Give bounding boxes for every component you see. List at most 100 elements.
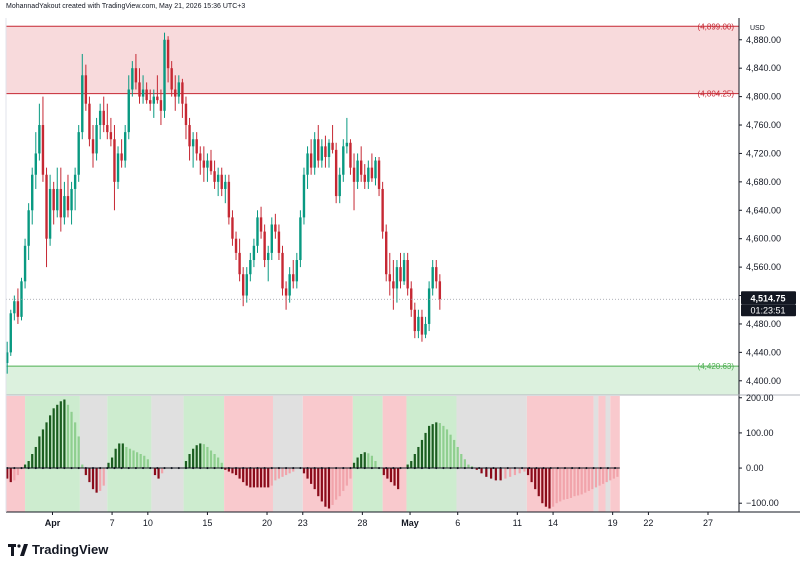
candle-body bbox=[59, 188, 63, 218]
candle bbox=[288, 267, 291, 303]
zero-marker bbox=[549, 466, 552, 470]
candle-body bbox=[120, 153, 123, 161]
histogram-bar bbox=[435, 422, 438, 469]
histogram-bar bbox=[317, 468, 320, 497]
candle bbox=[274, 213, 277, 239]
candle-body bbox=[306, 153, 309, 175]
histogram-bar bbox=[541, 468, 544, 504]
candle-body bbox=[367, 167, 370, 182]
candle-body bbox=[292, 274, 295, 282]
candle bbox=[359, 146, 363, 182]
histogram-bar bbox=[128, 448, 132, 469]
candle bbox=[413, 302, 417, 339]
candle-body bbox=[91, 139, 95, 154]
histogram-bar bbox=[259, 468, 263, 488]
histogram-bar bbox=[584, 468, 587, 493]
histogram-bar bbox=[537, 468, 540, 497]
candle bbox=[81, 53, 84, 140]
zero-marker bbox=[363, 466, 366, 470]
candle-body bbox=[63, 196, 66, 218]
candle bbox=[98, 103, 102, 140]
histogram-bar bbox=[195, 445, 198, 469]
zero-marker bbox=[227, 466, 230, 470]
indicator-pane[interactable] bbox=[6, 396, 620, 512]
candle-body bbox=[73, 174, 77, 189]
candle bbox=[106, 103, 109, 140]
zero-marker bbox=[156, 466, 159, 470]
histogram-bar bbox=[591, 468, 594, 490]
zero-marker bbox=[485, 466, 488, 470]
histogram-bar bbox=[227, 468, 230, 472]
candle-body bbox=[13, 301, 16, 314]
resistance-zone-low-label: (4,804.25) bbox=[698, 90, 735, 99]
candle-body bbox=[202, 160, 206, 168]
zero-marker bbox=[542, 466, 545, 470]
x-tick-label: 6 bbox=[455, 518, 460, 528]
candle bbox=[417, 309, 420, 339]
zero-marker bbox=[428, 466, 431, 470]
histogram-bar bbox=[256, 468, 259, 488]
x-tick-label: 23 bbox=[298, 518, 308, 528]
histogram-bar bbox=[277, 468, 281, 479]
candle-body bbox=[166, 39, 170, 69]
candle-body bbox=[249, 260, 252, 275]
candle bbox=[77, 125, 80, 182]
histogram-bar bbox=[118, 443, 121, 469]
candle-body bbox=[41, 125, 45, 175]
histogram-bar bbox=[475, 468, 478, 470]
candle bbox=[159, 89, 163, 126]
histogram-bar bbox=[114, 448, 117, 469]
zero-marker bbox=[456, 466, 459, 470]
zero-marker bbox=[256, 466, 259, 470]
candle-body bbox=[56, 188, 59, 211]
histogram-bar bbox=[213, 454, 216, 469]
candle bbox=[27, 203, 30, 261]
zero-marker bbox=[177, 466, 180, 470]
zero-marker bbox=[63, 466, 66, 470]
zero-marker bbox=[20, 466, 23, 470]
histogram-bar bbox=[110, 457, 114, 469]
candle bbox=[238, 238, 241, 282]
candle-body bbox=[435, 267, 438, 282]
regime-bear bbox=[382, 396, 407, 512]
candle bbox=[120, 139, 123, 168]
candle-body bbox=[399, 267, 402, 282]
candle bbox=[73, 167, 77, 211]
candle-body bbox=[152, 96, 155, 104]
candle bbox=[367, 160, 370, 189]
resistance-zone bbox=[6, 26, 739, 94]
zero-marker bbox=[206, 466, 209, 470]
histogram-bar bbox=[84, 468, 87, 476]
candle-body bbox=[438, 281, 442, 300]
candle-body bbox=[317, 139, 320, 161]
candle bbox=[116, 146, 120, 189]
candle bbox=[292, 260, 295, 289]
histogram-bar bbox=[551, 468, 555, 507]
histogram-bar bbox=[612, 468, 615, 479]
price-pane[interactable]: (4,899.00) (4,804.25) (4,420.63) bbox=[5, 22, 739, 395]
histogram-bar bbox=[327, 468, 331, 509]
candle-body bbox=[184, 103, 188, 126]
histogram-bar bbox=[217, 457, 220, 469]
x-tick-label: 20 bbox=[262, 518, 272, 528]
histogram-bar bbox=[9, 468, 12, 483]
histogram-bar bbox=[270, 468, 273, 486]
candle-body bbox=[131, 68, 134, 90]
zero-marker bbox=[470, 466, 474, 470]
zero-marker bbox=[84, 466, 87, 470]
histogram-bar bbox=[88, 468, 91, 483]
candle-body bbox=[349, 142, 352, 168]
candle bbox=[363, 164, 366, 189]
candle-body bbox=[102, 110, 105, 126]
candle-body bbox=[320, 146, 324, 161]
candle bbox=[295, 252, 299, 289]
tradingview-logo-icon bbox=[8, 543, 28, 556]
candle-body bbox=[245, 274, 248, 296]
histogram-bar bbox=[81, 464, 84, 469]
histogram-bar bbox=[356, 457, 359, 469]
candle bbox=[174, 75, 177, 111]
candle-body bbox=[324, 146, 327, 157]
candle-body bbox=[156, 96, 159, 101]
candle bbox=[177, 75, 181, 104]
